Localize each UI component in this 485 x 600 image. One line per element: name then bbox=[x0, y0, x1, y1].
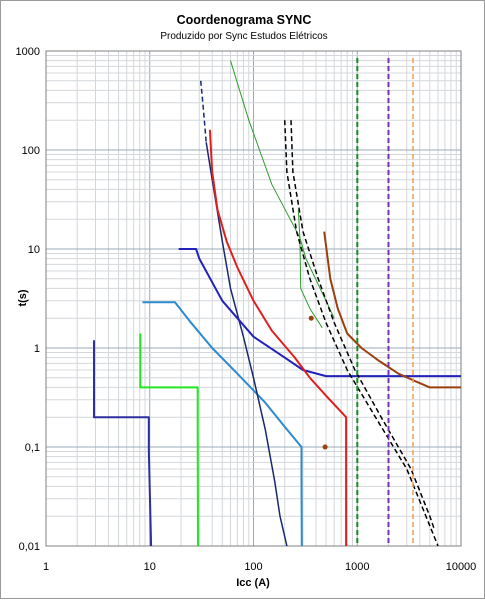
series-line-3 bbox=[142, 301, 303, 547]
series-line-6 bbox=[178, 248, 461, 378]
y-tick-label: 0,01 bbox=[19, 541, 40, 553]
x-tick-label: 1000 bbox=[345, 561, 369, 573]
grid bbox=[45, 51, 461, 547]
series-group bbox=[93, 58, 461, 547]
series-line-7 bbox=[208, 129, 348, 546]
series-line-1 bbox=[93, 340, 153, 547]
data-marker-1 bbox=[322, 444, 328, 450]
y-tick-labels: 0,01 0,1 1 10 100 1000 bbox=[16, 46, 40, 553]
chart-subtitle: Produzido por Sync Estudos Elétricos bbox=[160, 31, 327, 42]
series-line-11 bbox=[283, 120, 439, 547]
series-line-2 bbox=[139, 333, 199, 547]
x-tick-label: 100 bbox=[244, 561, 262, 573]
series-line-9 bbox=[297, 209, 323, 329]
x-tick-label: 10 bbox=[144, 561, 156, 573]
series-line-4 bbox=[205, 142, 288, 547]
chart-title: Coordenograma SYNC bbox=[177, 13, 312, 27]
marker-group bbox=[308, 315, 328, 450]
plot-area bbox=[45, 50, 462, 547]
y-tick-label: 1000 bbox=[16, 46, 40, 58]
series-line-10 bbox=[323, 231, 461, 389]
data-marker-2 bbox=[308, 315, 314, 321]
y-tick-label: 0,1 bbox=[25, 442, 40, 454]
y-tick-label: 100 bbox=[22, 145, 40, 157]
y-axis-label: t(s) bbox=[17, 289, 29, 306]
x-axis-label: Icc (A) bbox=[236, 577, 270, 589]
y-tick-label: 1 bbox=[34, 343, 40, 355]
x-tick-label: 10000 bbox=[446, 561, 477, 573]
y-tick-label: 10 bbox=[28, 244, 40, 256]
x-tick-label: 1 bbox=[43, 561, 49, 573]
x-tick-labels: 1 10 100 1000 10000 bbox=[43, 561, 476, 573]
series-line-12 bbox=[290, 120, 435, 529]
